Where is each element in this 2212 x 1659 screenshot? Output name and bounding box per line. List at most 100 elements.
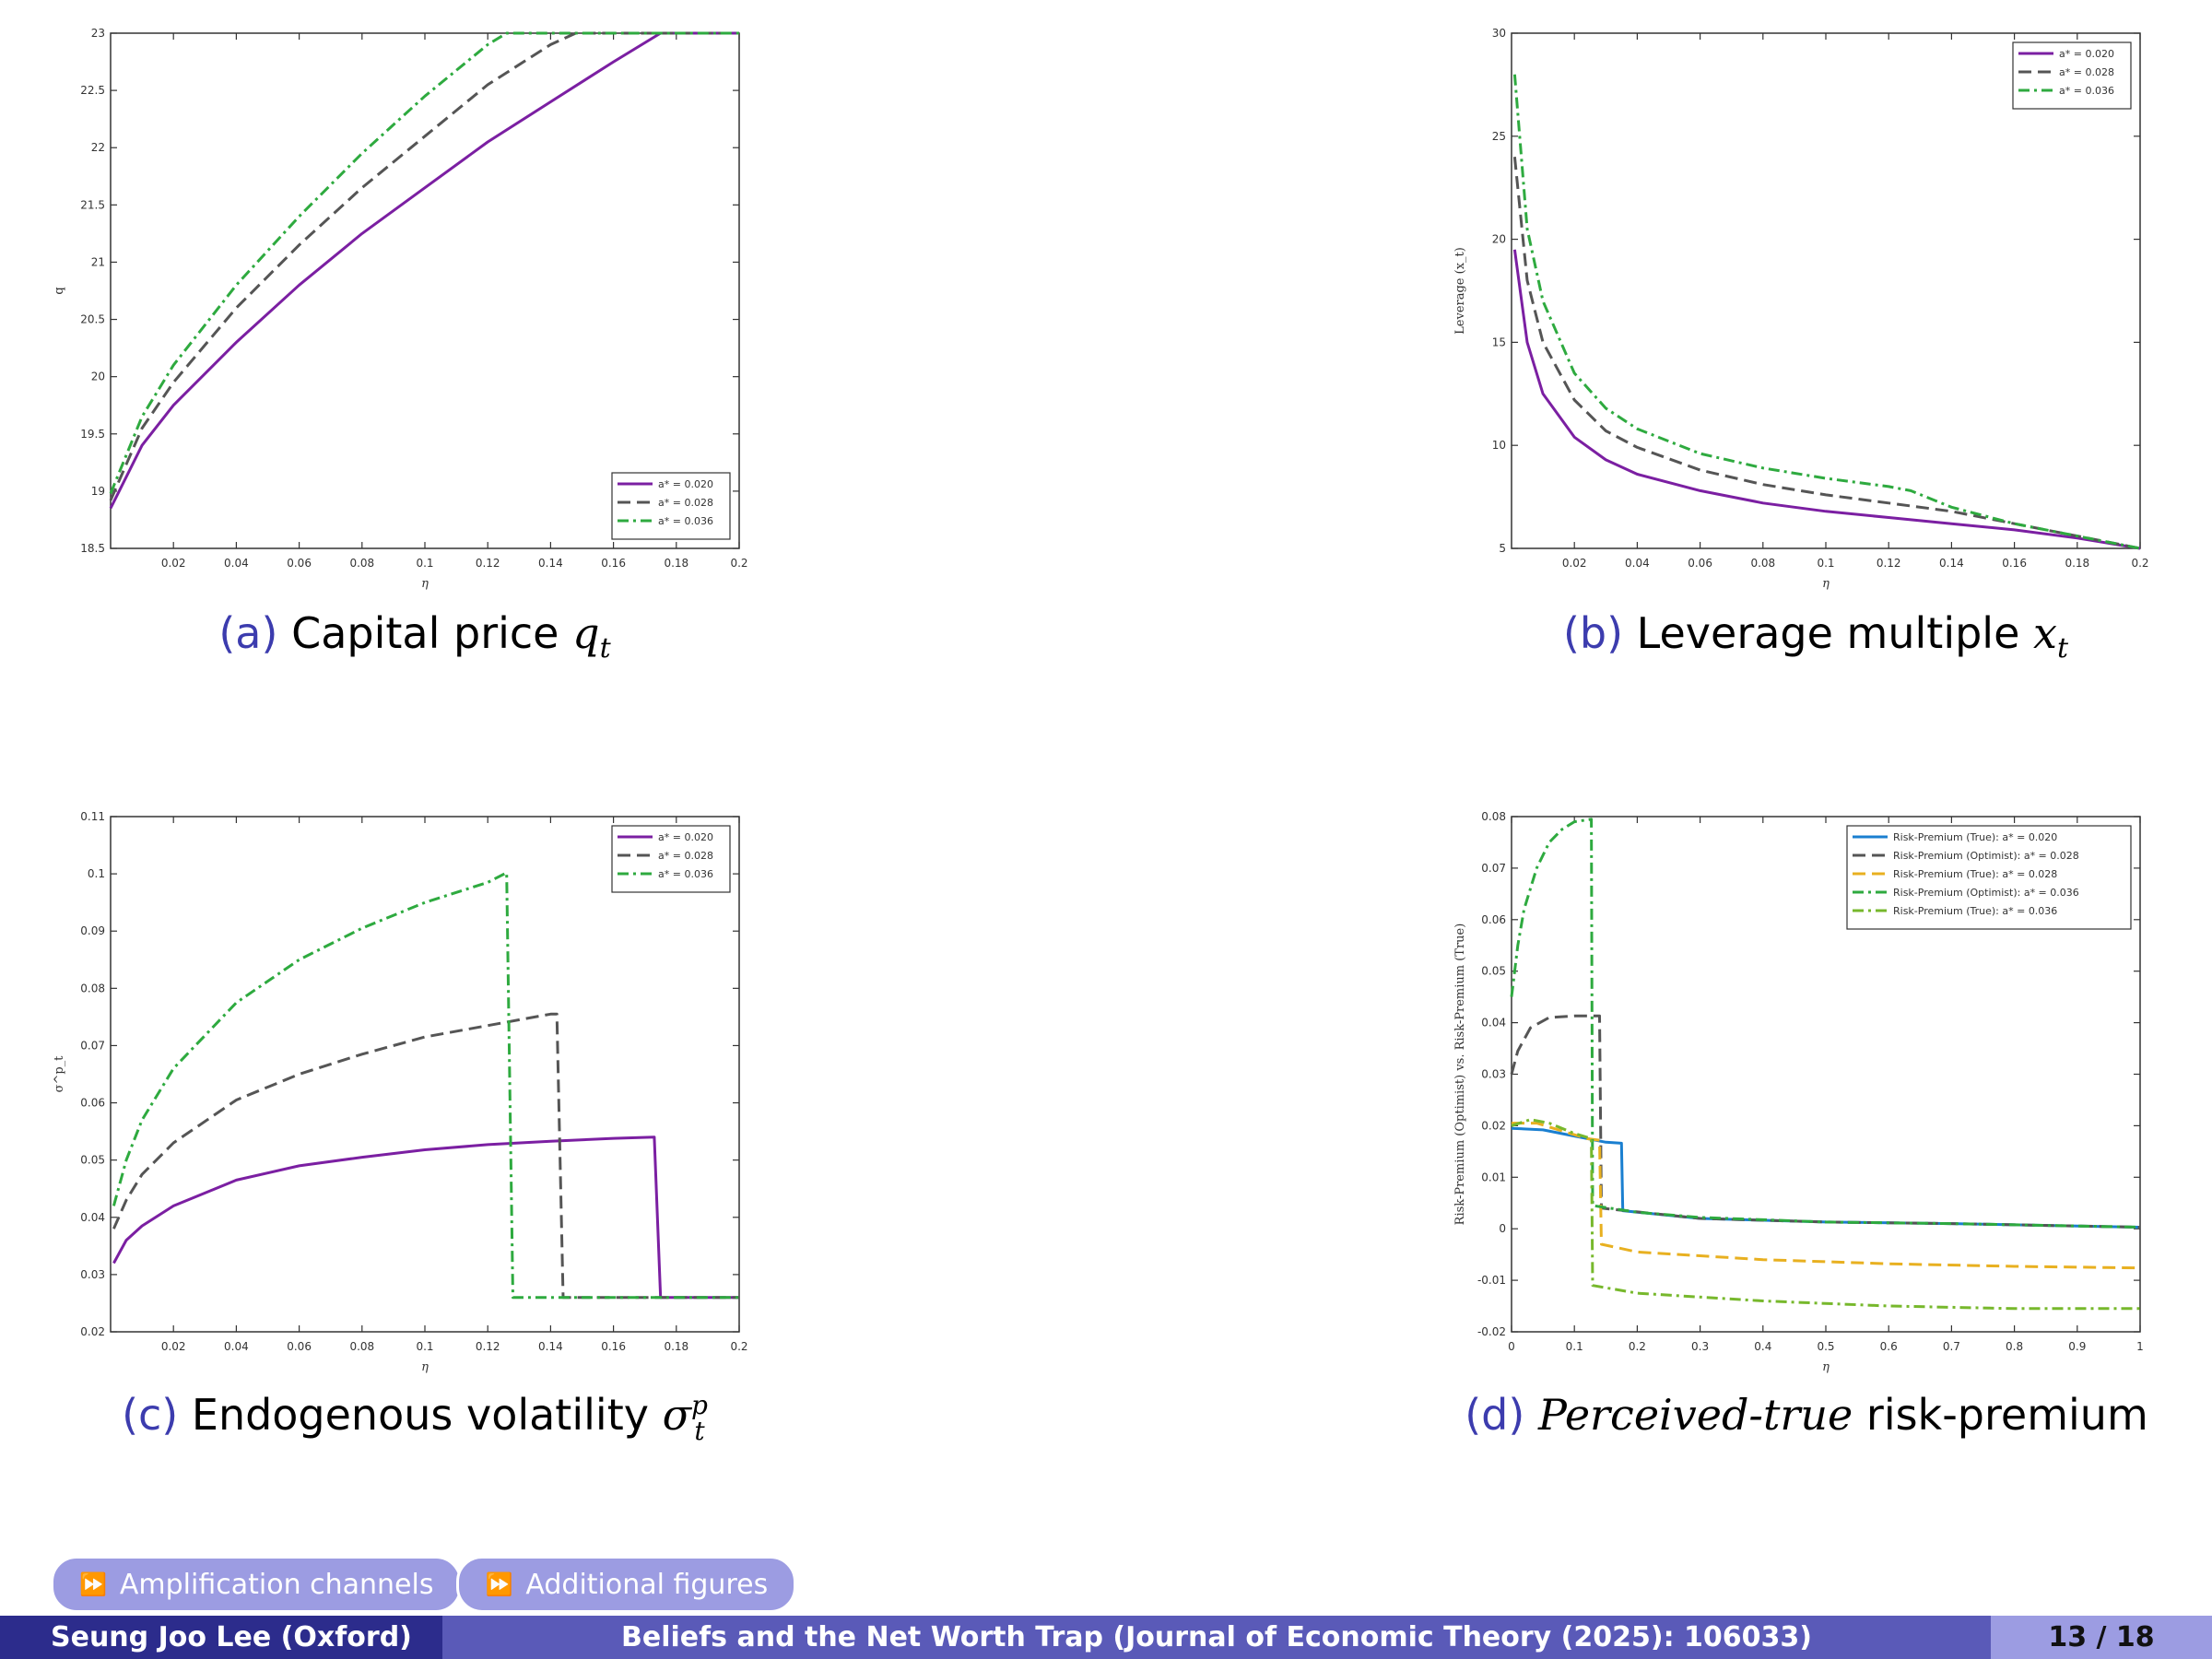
legend-label: Risk-Premium (Optimist): a* = 0.036 — [1893, 887, 2079, 899]
x-tick-label: 0.3 — [1691, 1340, 1709, 1353]
additional-figures-button[interactable]: ⏩ Additional figures — [456, 1556, 797, 1613]
x-tick-label: 0.2 — [730, 557, 747, 570]
caption-a-tag: (a) — [218, 608, 278, 658]
y-tick-label: 0 — [1499, 1222, 1506, 1235]
y-tick-label: 5 — [1499, 542, 1506, 555]
series-line-3 — [1512, 1122, 2141, 1270]
y-tick-label: 25 — [1492, 130, 1506, 143]
y-tick-label: 21.5 — [80, 198, 105, 211]
y-axis-label: Leverage (x_t) — [1453, 247, 1467, 335]
x-tick-label: 0.04 — [224, 1340, 249, 1353]
footer-title: Beliefs and the Net Worth Trap (Journal … — [442, 1616, 1991, 1659]
x-tick-label: 0.1 — [1817, 557, 1834, 570]
nav-buttons: ⏩ Amplification channels ⏩ Additional fi… — [51, 1556, 797, 1613]
x-tick-label: 0.08 — [1750, 557, 1775, 570]
legend-label: a* = 0.028 — [658, 497, 713, 509]
caption-c-sub: t — [694, 1415, 705, 1446]
series-line-5 — [1511, 1118, 2140, 1311]
x-tick-label: 0.06 — [1688, 557, 1712, 570]
y-tick-label: 0.07 — [1481, 862, 1506, 875]
footer-bar: Seung Joo Lee (Oxford) Beliefs and the N… — [0, 1616, 2212, 1659]
caption-a: (a) Capital price qt — [92, 608, 737, 665]
series-line-1 — [109, 31, 739, 510]
y-axis-label: Risk-Premium (Optimist) vs. Risk-Premium… — [1453, 924, 1467, 1226]
x-tick-label: 0.14 — [538, 1340, 563, 1353]
series-line-2 — [112, 1012, 739, 1300]
y-tick-label: -0.01 — [1477, 1274, 1506, 1287]
amplification-channels-button[interactable]: ⏩ Amplification channels — [51, 1556, 463, 1613]
x-tick-label: 0.2 — [730, 1340, 747, 1353]
amplification-channels-label: Amplification channels — [119, 1568, 434, 1601]
x-tick-label: 0.12 — [1877, 557, 1901, 570]
y-tick-label: -0.02 — [1477, 1325, 1506, 1338]
y-tick-label: 0.04 — [80, 1211, 105, 1224]
x-tick-label: 0.1 — [1566, 1340, 1583, 1353]
series-line-3 — [112, 871, 739, 1300]
y-tick-label: 0.07 — [80, 1039, 105, 1052]
y-tick-label: 20 — [91, 371, 105, 383]
caption-b-sub: t — [2056, 632, 2069, 665]
additional-figures-label: Additional figures — [525, 1568, 769, 1601]
y-tick-label: 0.1 — [88, 867, 105, 880]
caption-c-sup: p — [690, 1389, 708, 1420]
caption-d: (d) Perceived-true risk-premium — [1438, 1390, 2175, 1440]
x-axis-label: η — [421, 1360, 429, 1374]
legend-label: a* = 0.028 — [2059, 66, 2114, 78]
legend-box — [611, 472, 731, 540]
series-line-2 — [1512, 157, 2141, 550]
legend-box — [1846, 825, 2132, 930]
y-tick-label: 18.5 — [80, 542, 105, 555]
y-tick-label: 10 — [1492, 439, 1506, 452]
chart-capital-price: 0.02 0.04 0.06 0.08 0.1 0.12 0.14 0.16 0.18 0.2 18… — [53, 27, 748, 591]
legend-label: Risk-Premium (True): a* = 0.020 — [1893, 831, 2057, 843]
plot-area — [110, 32, 740, 549]
x-tick-label: 0.9 — [2068, 1340, 2086, 1353]
x-tick-label: 0.16 — [601, 1340, 626, 1353]
chart-endogenous-volatility: 0.02 0.04 0.06 0.08 0.1 0.12 0.14 0.16 0.18 0.2 0.… — [53, 810, 748, 1374]
x-tick-label: 0.12 — [476, 1340, 500, 1353]
x-axis-label: η — [1822, 577, 1830, 591]
chart-leverage-multiple: 0.02 0.04 0.06 0.08 0.1 0.12 0.14 0.16 0.18 0.2 5 1… — [1453, 27, 2149, 591]
y-tick-label: 0.03 — [80, 1268, 105, 1281]
y-tick-label: 0.04 — [1481, 1017, 1506, 1030]
y-tick-label: 30 — [1492, 27, 1506, 40]
x-tick-label: 0.7 — [1943, 1340, 1960, 1353]
series-line-4 — [1510, 818, 2141, 1229]
legend: a* = 0.020 a* = 0.028 a* = 0.036 — [611, 472, 731, 540]
x-tick-label: 0.08 — [349, 557, 374, 570]
y-tick-label: 0.03 — [1481, 1068, 1506, 1081]
y-tick-label: 0.09 — [80, 924, 105, 937]
caption-d-italic: Perceived-true — [1537, 1390, 1853, 1440]
x-axis-label: η — [421, 577, 429, 591]
caption-b-math: x — [2033, 608, 2057, 658]
y-tick-label: 0.06 — [1481, 913, 1506, 926]
caption-b: (b) Leverage multiple xt — [1493, 608, 2138, 665]
legend: Risk-Premium (True): a* = 0.020 Risk-Prem… — [1846, 825, 2132, 930]
y-tick-label: 19 — [91, 485, 105, 498]
y-tick-label: 0.05 — [1481, 965, 1506, 978]
x-tick-label: 0.06 — [287, 1340, 312, 1353]
y-tick-label: 0.01 — [1481, 1171, 1506, 1183]
fast-forward-icon: ⏩ — [79, 1571, 107, 1597]
x-tick-label: 0.14 — [538, 557, 563, 570]
legend-label: Risk-Premium (True): a* = 0.036 — [1893, 905, 2057, 917]
series-line-3 — [1512, 74, 2141, 550]
x-tick-label: 1 — [2136, 1340, 2144, 1353]
legend-label: a* = 0.036 — [658, 515, 713, 527]
caption-a-text: Capital price — [291, 608, 573, 658]
legend-label: a* = 0.028 — [658, 850, 713, 862]
series-line-2 — [1510, 1014, 2141, 1229]
legend: a* = 0.020 a* = 0.028 a* = 0.036 — [611, 825, 731, 893]
y-tick-label: 0.06 — [80, 1097, 105, 1110]
x-tick-label: 0.5 — [1817, 1340, 1834, 1353]
legend-label: Risk-Premium (Optimist): a* = 0.028 — [1893, 850, 2079, 862]
y-tick-label: 15 — [1492, 335, 1506, 348]
legend-label: a* = 0.036 — [2059, 85, 2114, 97]
y-tick-label: 0.02 — [1481, 1119, 1506, 1132]
caption-c-tag: (c) — [122, 1390, 179, 1440]
x-tick-label: 0 — [1508, 1340, 1515, 1353]
x-tick-label: 0.02 — [161, 557, 186, 570]
x-tick-label: 0.4 — [1754, 1340, 1771, 1353]
x-tick-label: 0.2 — [2131, 557, 2148, 570]
